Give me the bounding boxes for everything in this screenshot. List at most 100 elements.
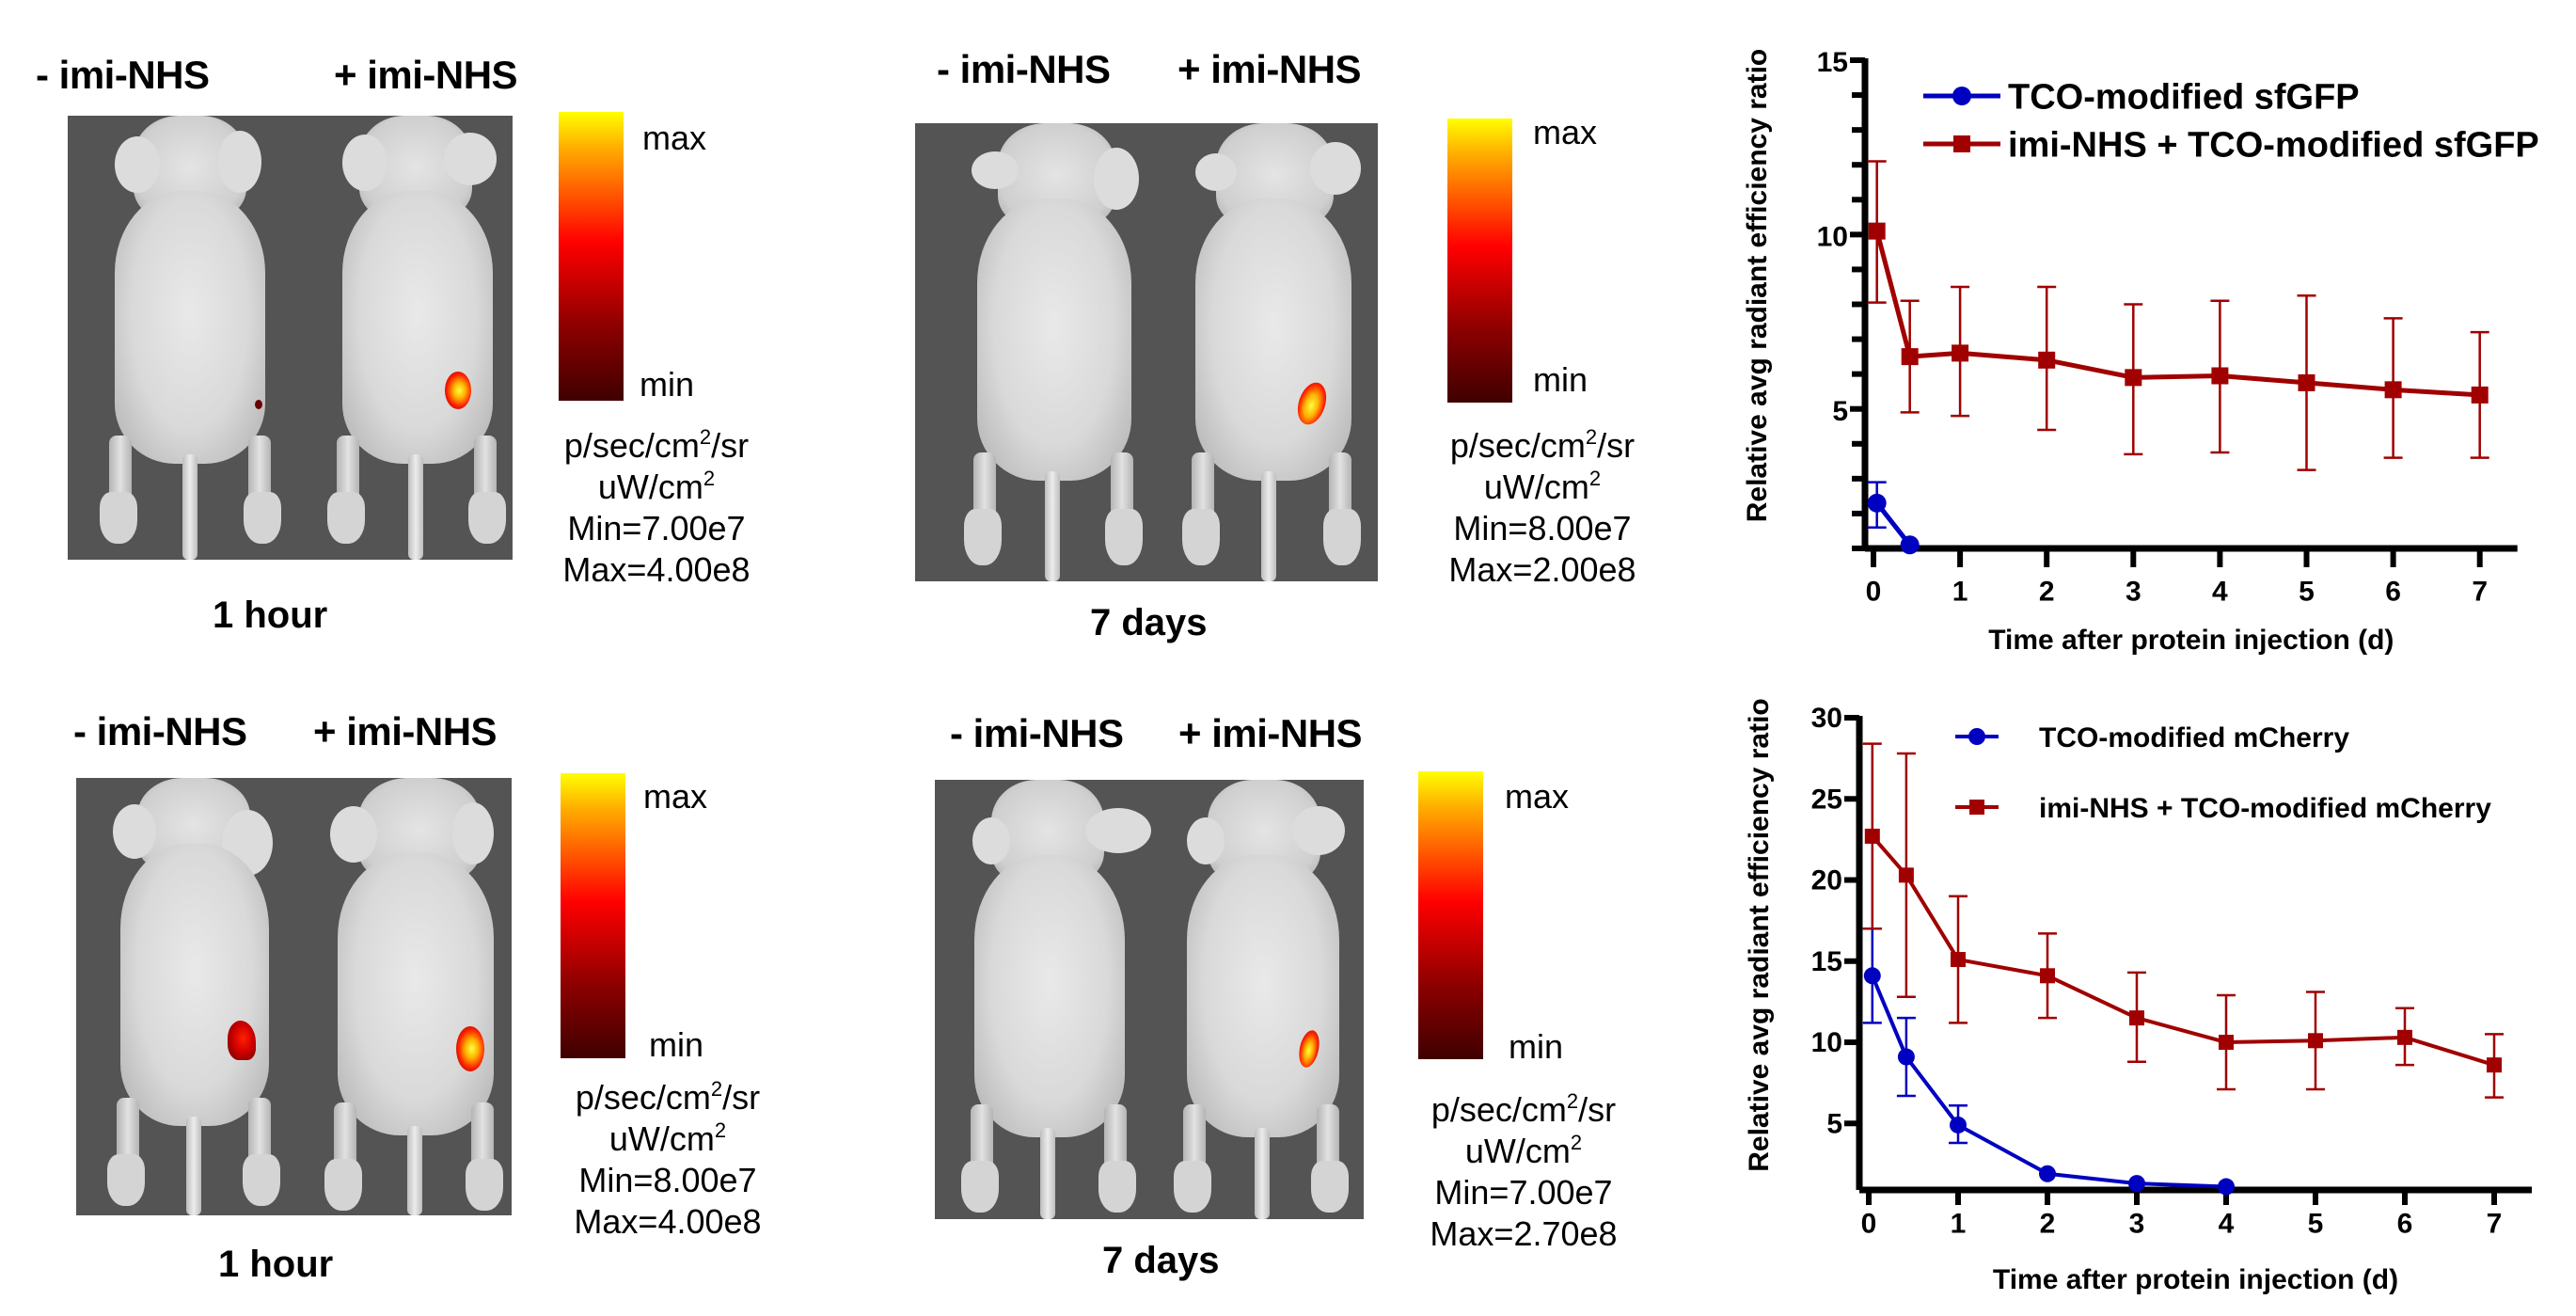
- data-point: [2039, 1165, 2056, 1182]
- signal-spot: [228, 1021, 256, 1060]
- x-axis-title: Time after protein injection (d): [1993, 1264, 2398, 1295]
- legend-label: TCO-modified sfGFP: [2008, 78, 2360, 118]
- data-point: [1897, 1048, 1915, 1066]
- label-plus-imi-nhs: + imi-NHS: [1177, 47, 1362, 91]
- series-blue: [1867, 481, 1920, 555]
- y-tick-label: 10: [1817, 222, 1848, 253]
- data-point: [2219, 1035, 2234, 1051]
- data-point: [2308, 1033, 2323, 1049]
- mouse-minus-imi-nhs: [88, 116, 286, 560]
- legend-label: TCO-modified mCherry: [2039, 722, 2349, 753]
- data-point: [1951, 952, 1966, 968]
- x-tick-label: 4: [2212, 577, 2228, 608]
- signal-spot: [445, 372, 471, 409]
- units-irradiance: uW/cm2: [1483, 467, 1602, 506]
- fluorescence-image: [68, 116, 513, 560]
- label-minus-imi-nhs: - imi-NHS: [950, 711, 1124, 755]
- data-point: [1901, 348, 1919, 366]
- x-tick-label: 6: [2397, 1208, 2413, 1239]
- mouse-minus-imi-nhs: [100, 778, 288, 1215]
- x-tick-label: 2: [2039, 577, 2055, 608]
- mouse-plus-imi-nhs: [1170, 780, 1358, 1219]
- colorbar-min-label: min: [1533, 360, 1588, 399]
- units-radiance: p/sec/cm2/sr: [575, 1077, 761, 1117]
- mouse-plus-imi-nhs: [321, 778, 509, 1215]
- data-point: [1864, 828, 1880, 844]
- colorbar-max-label: max: [643, 777, 708, 816]
- colorbar-max-label: max: [642, 119, 707, 157]
- signal-spot: [255, 400, 262, 409]
- y-tick-label: 30: [1811, 703, 1842, 734]
- label-minus-imi-nhs: - imi-NHS: [73, 709, 247, 753]
- units-radiance: p/sec/cm2/sr: [1430, 1089, 1617, 1129]
- y-tick-label: 15: [1811, 946, 1842, 977]
- y-axis-title: Relative avg radiant efficiency ratio: [1742, 49, 1773, 523]
- data-point: [2218, 1178, 2235, 1196]
- units-radiance: p/sec/cm2/sr: [1449, 425, 1636, 465]
- data-point: [2298, 373, 2315, 391]
- min-value: Min=8.00e7: [578, 1161, 757, 1199]
- data-point: [2040, 968, 2055, 984]
- series-red: [1862, 742, 2504, 1099]
- x-tick-label: 5: [2299, 577, 2315, 608]
- y-axis-title: Relative avg radiant efficiency ratio: [1744, 698, 1775, 1172]
- colorbar-min-label: min: [649, 1025, 704, 1064]
- colorbar-max-label: max: [1505, 777, 1570, 816]
- y-tick-label: 20: [1811, 865, 1842, 896]
- x-tick-label: 3: [2129, 1208, 2145, 1239]
- legend-marker-circle: [1968, 728, 1985, 745]
- colorbar: [561, 773, 625, 1058]
- y-tick-label: 25: [1811, 784, 1842, 815]
- y-tick-label: 5: [1832, 396, 1848, 427]
- x-tick-label: 3: [2126, 577, 2141, 608]
- data-point: [2128, 1175, 2145, 1193]
- time-label: 7 days: [1090, 602, 1208, 643]
- colorbar-min-label: min: [640, 365, 695, 404]
- y-tick-label: 5: [1826, 1108, 1842, 1139]
- units-block: p/sec/cm2/sr uW/cm2 Min=8.00e7 Max=4.00e…: [545, 1077, 790, 1243]
- legend-entry: imi-NHS + TCO-modified sfGFP: [1923, 126, 2539, 166]
- data-point: [1950, 1116, 1967, 1134]
- mouse-plus-imi-nhs: [322, 116, 510, 560]
- data-point: [1863, 967, 1881, 985]
- units-irradiance: uW/cm2: [608, 1118, 727, 1158]
- y-tick-label: 15: [1817, 47, 1848, 78]
- data-point: [2384, 381, 2402, 399]
- units-irradiance: uW/cm2: [1464, 1131, 1583, 1170]
- label-plus-imi-nhs: + imi-NHS: [1178, 711, 1363, 755]
- x-tick-label: 7: [2472, 577, 2488, 608]
- legend-entry: TCO-modified mCherry: [1955, 722, 2349, 753]
- series-blue: [1862, 928, 2235, 1196]
- data-point: [1952, 344, 1969, 362]
- data-point: [2211, 367, 2229, 385]
- data-point: [2487, 1057, 2502, 1073]
- max-value: Max=4.00e8: [574, 1202, 762, 1241]
- mouse-plus-imi-nhs: [1178, 123, 1367, 581]
- data-point: [1900, 535, 1920, 555]
- x-axis-title: Time after protein injection (d): [1988, 625, 2394, 656]
- colorbar: [1418, 771, 1483, 1059]
- colorbar: [559, 112, 624, 401]
- max-value: Max=2.00e8: [1448, 550, 1636, 589]
- mouse-minus-imi-nhs: [953, 123, 1150, 581]
- fluorescence-image: [935, 780, 1364, 1219]
- x-tick-label: 5: [2308, 1208, 2324, 1239]
- fluorescence-image: [76, 778, 512, 1215]
- mouse-minus-imi-nhs: [954, 780, 1151, 1219]
- label-minus-imi-nhs: - imi-NHS: [937, 47, 1111, 91]
- time-label: 1 hour: [213, 595, 328, 636]
- time-label: 1 hour: [218, 1244, 334, 1285]
- x-tick-label: 1: [1952, 577, 1968, 608]
- units-block: p/sec/cm2/sr uW/cm2 Min=7.00e7 Max=4.00e…: [534, 425, 779, 591]
- time-label: 7 days: [1102, 1240, 1220, 1281]
- min-value: Min=8.00e7: [1453, 509, 1632, 547]
- series-line: [1870, 975, 2227, 1189]
- data-point: [1898, 867, 1914, 883]
- data-point: [2129, 1010, 2144, 1026]
- legend-label: imi-NHS + TCO-modified sfGFP: [2008, 126, 2539, 166]
- x-tick-label: 6: [2385, 577, 2401, 608]
- legend-marker-circle: [1952, 87, 1971, 105]
- colorbar-max-label: max: [1533, 113, 1598, 151]
- x-tick-label: 0: [1866, 577, 1882, 608]
- x-tick-label: 0: [1861, 1208, 1877, 1239]
